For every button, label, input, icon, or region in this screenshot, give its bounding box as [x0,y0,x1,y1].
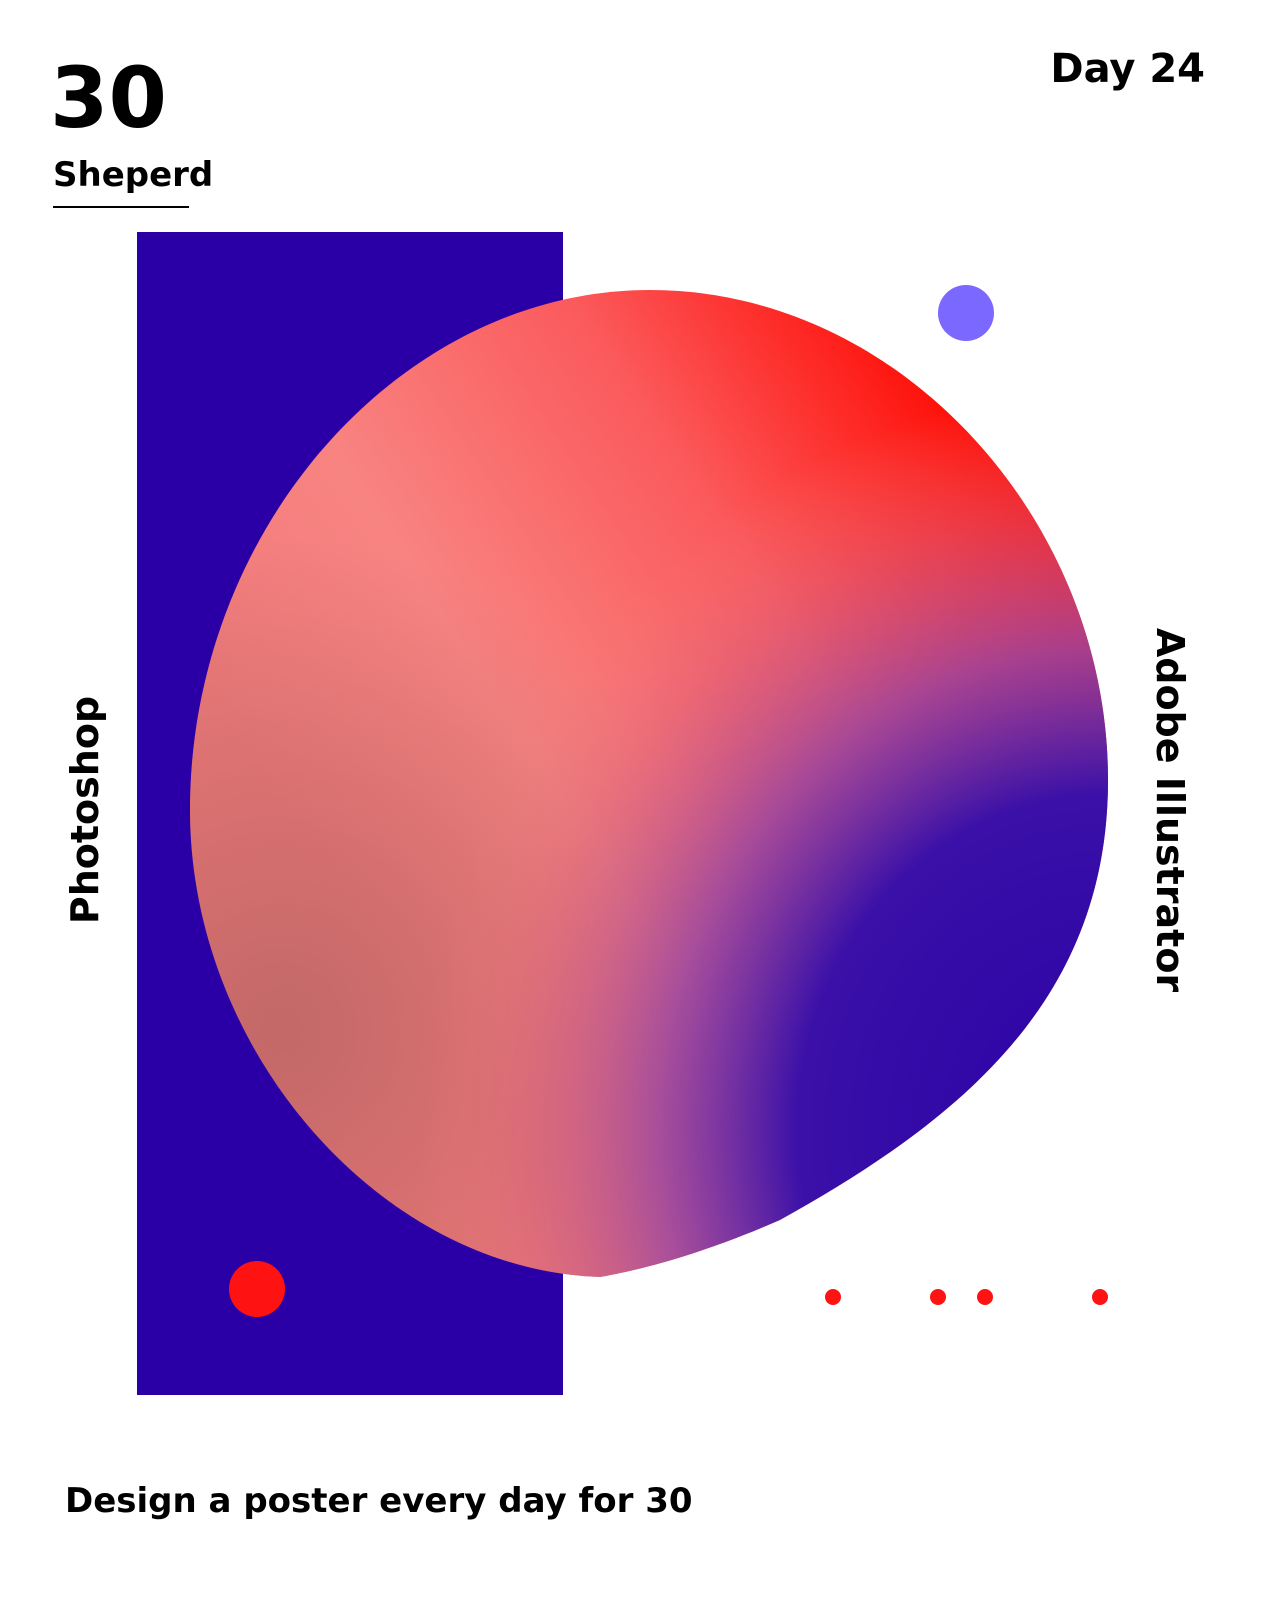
author: Sheperd [53,155,213,195]
small-dot [825,1289,841,1305]
sphere-overlay [190,290,1108,1277]
left-label: Photoshop [63,696,107,924]
tagline: Design a poster every day for 30 [65,1481,693,1521]
day-label: Day 24 [1050,46,1205,92]
red-dot [229,1261,285,1317]
right-label: Adobe Illustrator [1148,628,1192,993]
gradient-sphere [190,290,1108,1277]
purple-dot [938,285,994,341]
small-dot [930,1289,946,1305]
poster-number: 30 [50,49,167,147]
small-dot [977,1289,993,1305]
small-dot [1092,1289,1108,1305]
